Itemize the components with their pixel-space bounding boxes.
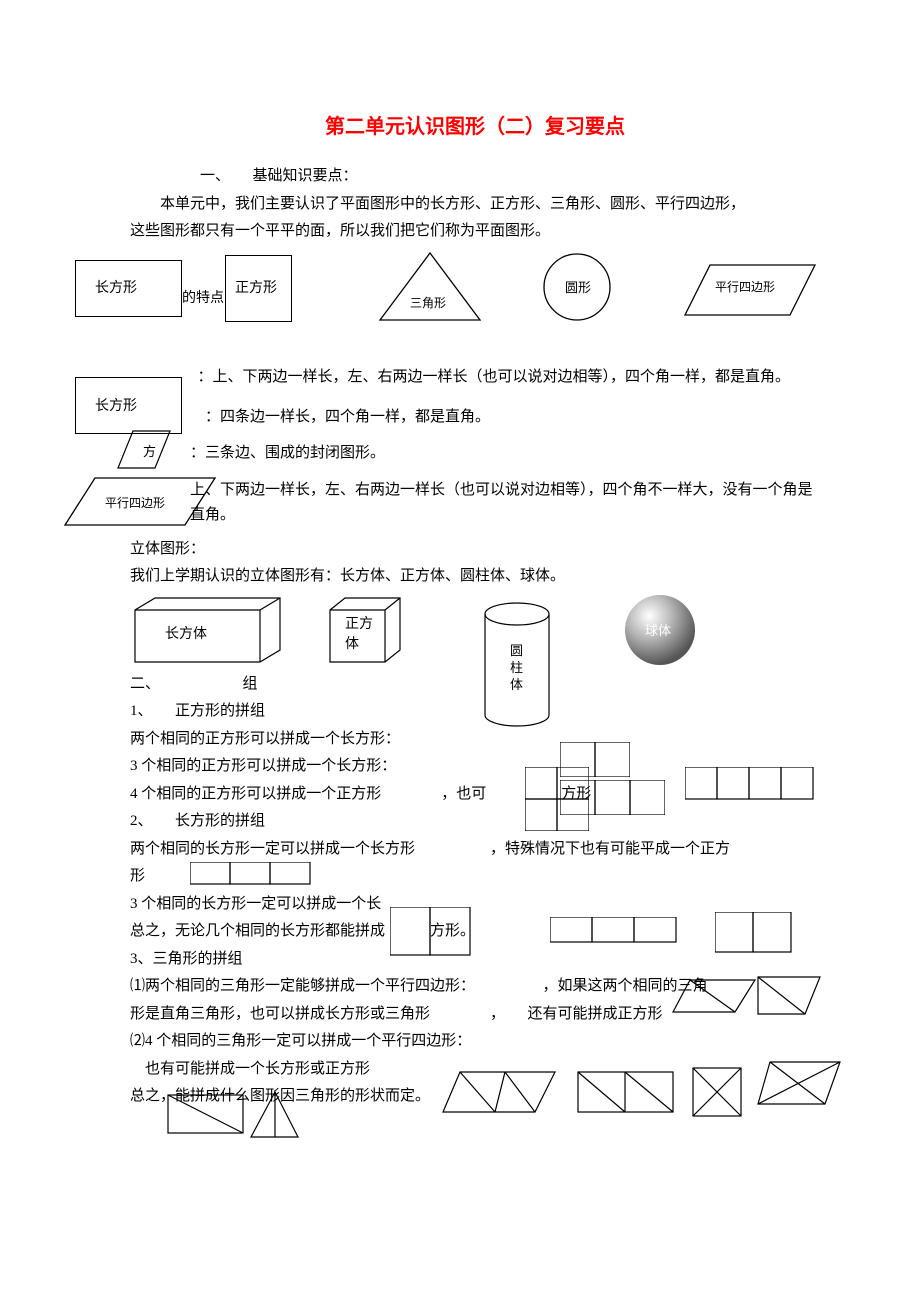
def-triangle: ：三条边、围成的封闭图形。 [190, 441, 385, 467]
square-label: 正方形 [235, 277, 277, 301]
between-text-1: 的特点 [182, 287, 224, 311]
cube-label-2: 体 [345, 633, 359, 657]
four-square-1x4 [685, 767, 815, 800]
parallelogram-label: 平行四边形 [715, 277, 775, 297]
flat-shapes-row: 长方形 的特点 正方形 三角形 圆形 平行四边形 [100, 255, 820, 335]
two-rect-inline [190, 862, 320, 887]
tri-bottom-2 [248, 1087, 303, 1142]
tri-group-a [440, 1067, 560, 1117]
sphere-label: 球体 [645, 620, 671, 642]
rect-pair-2 [550, 917, 680, 945]
solid-text: 我们上学期认识的立体图形有：长方体、正方体、圆柱体、球体。 [130, 564, 820, 590]
def-square: ：四条边一样长，四个角一样，都是直角。 [190, 405, 820, 431]
solid-heading: 立体图形： [130, 537, 820, 563]
tri-group-b [575, 1067, 680, 1117]
def-rectangle: ：上、下两边一样长，左、右两边一样长（也可以说对边相等），四个角一样，都是直角。 [190, 365, 820, 391]
comp2-line1: 两个相同的长方形一定可以拼成一个长方形 ，特殊情况下也有可能平成一个正方 [130, 837, 820, 863]
rectangle-label: 长方形 [95, 277, 137, 301]
circle-label: 圆形 [565, 277, 591, 299]
tri-group-c [690, 1065, 745, 1120]
cuboid-label: 长方体 [165, 623, 207, 647]
def-rect-label: 长方形 [95, 395, 137, 419]
comp2-heading: 2、 长方形的拼组 [130, 809, 820, 835]
tri-bottom-1 [165, 1092, 250, 1137]
rect-pair-1 [390, 907, 480, 957]
comp-heading: 二、 组 [130, 672, 820, 698]
triangle-shape [375, 250, 485, 325]
tri-group-d [755, 1052, 845, 1112]
section-1-heading: 一、 基础知识要点： [200, 164, 820, 190]
four-square-2x2 [525, 767, 589, 831]
cuboid-shape [130, 595, 285, 667]
def-tri-prefix: 方 [143, 441, 156, 463]
comp1-line1: 两个相同的正方形可以拼成一个长方形： [130, 727, 820, 753]
def-parallelogram: 上、下两边一样长，左、右两边一样长（也可以说对边相等），四个角不一样大，没有一个… [190, 478, 820, 529]
tri-para-small [670, 977, 760, 1017]
def-para-label: 平行四边形 [105, 493, 165, 513]
rect-pair-3 [715, 912, 795, 954]
comp1-heading: 1、 正方形的拼组 [130, 699, 820, 725]
tri-para-small-2 [755, 974, 825, 1019]
page-title: 第二单元认识图形（二）复习要点 [130, 110, 820, 144]
intro-line-1: 本单元中，我们主要认识了平面图形中的长方形、正方形、三角形、圆形、平行四边形， [130, 192, 820, 218]
triangle-label: 三角形 [410, 293, 446, 313]
comp3-line3: ⑵4 个相同的三角形一定可以拼成一个平行四边形： [130, 1029, 820, 1055]
intro-line-2: 这些图形都只有一个平平的面，所以我们把它们称为平面图形。 [130, 219, 820, 245]
